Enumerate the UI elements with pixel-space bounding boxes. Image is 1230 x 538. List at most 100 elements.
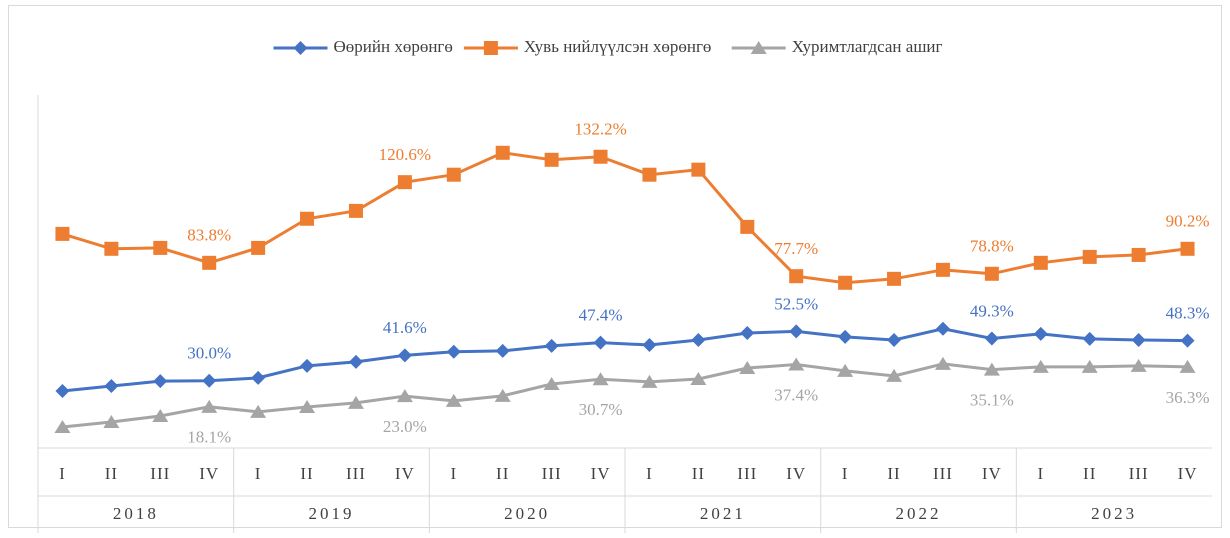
point-marker [55,226,70,241]
point-marker [1082,331,1097,346]
point-marker [1033,326,1048,341]
data-label: 41.6% [383,318,427,337]
point-marker [543,377,560,391]
point-marker [54,419,71,433]
point-marker [750,41,767,54]
data-label: 18.1% [187,428,231,447]
data-label: 90.2% [1166,212,1210,231]
point-marker [348,354,363,369]
point-marker [1131,332,1146,347]
point-marker [202,255,217,270]
point-marker [838,275,853,290]
x-tick-label: III [542,464,562,483]
point-marker [153,240,168,255]
point-marker [592,372,609,386]
point-marker [1032,359,1049,373]
point-marker [886,368,903,382]
point-marker [593,149,608,164]
point-marker [153,374,168,389]
x-tick-label: III [346,464,366,483]
point-marker [483,41,498,55]
year-label: 2022 [896,504,942,523]
series-line [62,362,1188,429]
year-label: 2023 [1091,504,1137,523]
point-marker [641,374,658,388]
point-marker [1131,247,1146,262]
point-marker [202,373,217,388]
data-label: 36.3% [1166,388,1210,407]
x-tick-label: IV [199,464,219,483]
point-marker [300,358,315,373]
x-tick-label: I [255,464,262,483]
x-tick-label: I [646,464,653,483]
point-marker [838,329,853,344]
series-line [62,327,1188,393]
legend-label: Өөрийн хөрөнгө [334,37,453,56]
legend-label: Хуримтлагдсан ашиг [792,37,943,56]
x-tick-label: IV [786,464,806,483]
data-label: 78.8% [970,237,1014,256]
point-marker [544,338,559,353]
point-marker [788,357,805,371]
point-marker [104,241,119,256]
point-marker [494,388,511,402]
point-marker [935,262,950,277]
point-marker [1082,249,1097,264]
point-marker [935,321,950,336]
year-label: 2019 [309,504,355,523]
point-marker [544,152,559,167]
point-marker [347,395,364,409]
data-label: 23.0% [383,417,427,436]
year-label: 2020 [504,504,550,523]
point-marker [495,343,510,358]
data-label: 77.7% [774,239,818,258]
point-marker [251,370,266,385]
year-label: 2018 [113,504,159,523]
data-label: 52.5% [774,294,818,313]
x-tick-label: III [737,464,757,483]
point-marker [789,324,804,339]
point-marker [887,271,902,286]
point-marker [984,331,999,346]
point-marker [789,269,804,284]
point-marker [887,332,902,347]
point-marker [299,400,316,414]
point-marker [984,266,999,281]
point-marker [740,325,755,340]
x-tick-label: III [150,464,170,483]
data-label: 47.4% [579,306,623,325]
data-label: 35.1% [970,390,1014,409]
data-label: 49.3% [970,301,1014,320]
x-tick-label: II [1083,464,1096,483]
x-tick-label: I [842,464,849,483]
point-marker [397,348,412,363]
legend-label: Хувь нийлүүлсэн хөрөнгө [524,37,712,56]
point-marker [691,162,706,177]
point-marker [740,219,755,234]
point-marker [397,175,412,190]
point-marker [691,332,706,347]
x-tick-label: IV [395,464,415,483]
point-marker [642,338,657,353]
point-marker [201,399,218,413]
point-marker [1081,359,1098,373]
data-label: 120.6% [379,145,431,164]
point-marker [152,409,169,423]
point-marker [739,361,756,375]
point-marker [1033,255,1048,270]
x-tick-label: III [933,464,953,483]
x-tick-label: I [59,464,66,483]
point-marker [348,203,363,218]
x-tick-label: II [692,464,705,483]
point-marker [446,167,461,182]
point-marker [690,371,707,385]
series-line [62,151,1188,285]
x-tick-label: II [105,464,118,483]
point-marker [934,356,951,370]
data-label: 132.2% [574,120,626,139]
point-marker [396,389,413,403]
data-label: 30.7% [579,400,623,419]
point-marker [642,167,657,182]
x-tick-label: I [450,464,457,483]
